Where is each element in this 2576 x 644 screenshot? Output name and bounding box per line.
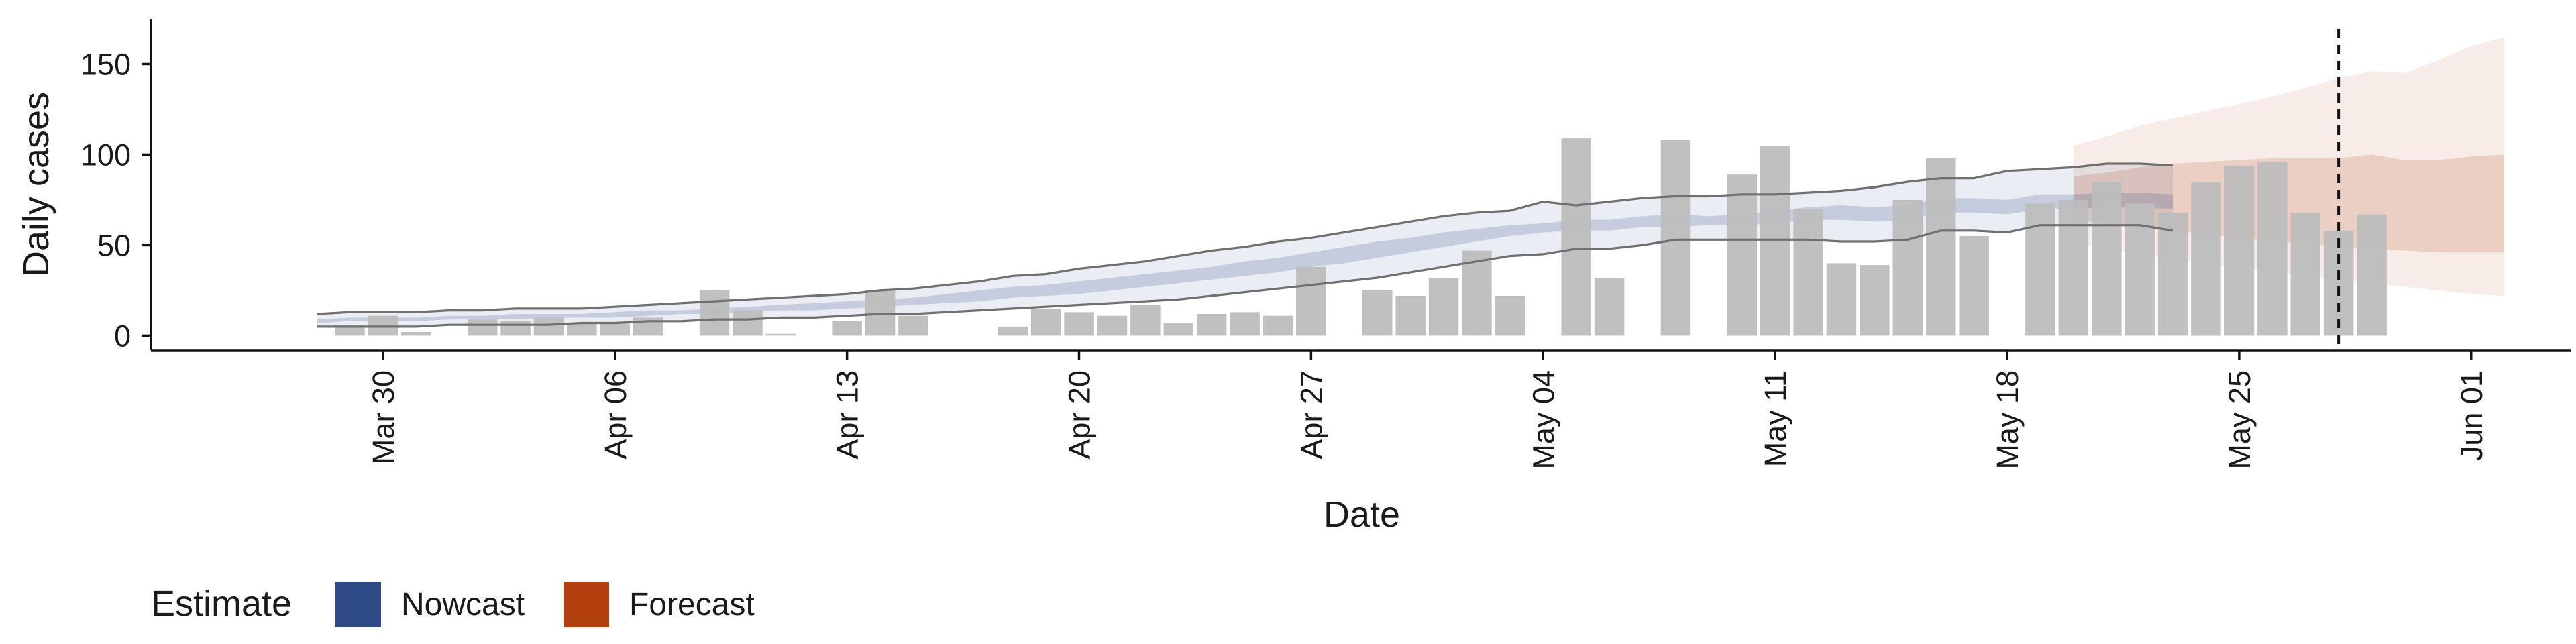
legend-swatch-forecast: [564, 582, 609, 627]
legend-title: Estimate: [151, 584, 292, 624]
y-axis-title: Daily cases: [16, 92, 56, 277]
case-bar: [1196, 314, 1227, 336]
case-bar: [2191, 182, 2221, 336]
x-tick-label: May 04: [1526, 370, 1560, 470]
x-tick-label: May 25: [2222, 370, 2257, 470]
case-bar: [467, 319, 498, 336]
case-bar: [2092, 182, 2122, 336]
case-bar: [1660, 140, 1691, 336]
case-bar: [898, 315, 928, 336]
nowcast-90-band: [317, 164, 2174, 327]
daily-case-bars: [335, 138, 2387, 336]
y-tick-label: 150: [80, 47, 131, 81]
case-bar: [533, 317, 564, 336]
nowcast-lower-line: [317, 224, 2174, 328]
axes: [150, 19, 2571, 352]
case-bar: [1860, 265, 1890, 336]
case-bar: [733, 310, 763, 336]
case-bar: [1826, 263, 1857, 336]
case-bar: [2290, 212, 2320, 336]
x-tick-label: May 11: [1758, 370, 1792, 467]
x-tick-label: Apr 13: [830, 370, 865, 460]
case-bar: [765, 333, 796, 336]
nowcast-bands: [317, 164, 2174, 327]
case-bar: [1892, 199, 1923, 336]
case-bar: [1594, 278, 1625, 336]
case-bar: [1727, 174, 1757, 336]
case-bar: [600, 323, 630, 336]
y-tick-label: 0: [114, 319, 131, 353]
legend-label-forecast: Forecast: [629, 587, 755, 623]
case-bar: [1097, 315, 1128, 336]
case-bar: [1163, 323, 1193, 336]
case-bar: [1561, 138, 1591, 336]
case-bar: [1495, 296, 1525, 336]
case-bar: [1428, 278, 1459, 336]
case-bar: [401, 332, 431, 336]
case-bar: [1230, 312, 1260, 336]
nowcast-interval-lines: [317, 162, 2174, 328]
x-axis-title: Date: [1324, 494, 1400, 535]
x-tick-label: Apr 27: [1294, 370, 1328, 460]
case-bar: [2224, 165, 2255, 336]
nowcast-50-band: [317, 193, 2174, 323]
case-bar: [1793, 209, 1823, 336]
legend: Estimate Nowcast Forecast: [151, 582, 755, 627]
case-bar: [1395, 296, 1426, 336]
case-bar: [1296, 266, 1326, 336]
case-bar: [1362, 290, 1393, 336]
case-bar: [1462, 250, 1492, 336]
case-bar: [832, 321, 862, 336]
case-bar: [998, 326, 1028, 336]
case-bar: [2025, 203, 2055, 336]
case-bar: [567, 323, 597, 336]
x-tick-label: Apr 06: [598, 370, 633, 460]
case-bar: [2125, 203, 2155, 336]
case-bar: [1959, 235, 1989, 336]
x-tick-label: Mar 30: [366, 370, 400, 464]
legend-label-nowcast: Nowcast: [401, 587, 525, 623]
case-bar: [2157, 212, 2188, 336]
y-axis-ticks: 0 50 100 150: [80, 47, 151, 353]
case-bar: [2357, 214, 2387, 336]
case-bar: [1926, 158, 1956, 336]
case-bar: [699, 290, 730, 336]
case-bar: [2257, 162, 2288, 336]
y-tick-label: 50: [97, 228, 131, 262]
nowcast-upper-line: [317, 162, 2174, 315]
case-bar: [2323, 230, 2354, 336]
legend-swatch-nowcast: [335, 582, 381, 627]
case-bar: [1030, 308, 1061, 336]
case-bar: [1130, 305, 1161, 336]
case-bar: [500, 321, 531, 336]
x-axis-ticks: Mar 30 Apr 06 Apr 13 Apr 20 Apr 27 May 04 May …: [366, 350, 2489, 470]
case-bar: [1263, 315, 1293, 336]
case-bar: [1064, 312, 1094, 336]
x-tick-label: May 18: [1990, 370, 2025, 470]
case-bar: [2058, 199, 2089, 336]
y-tick-label: 100: [80, 138, 131, 172]
x-tick-label: Apr 20: [1063, 370, 1097, 460]
x-tick-label: Jun 01: [2455, 370, 2489, 461]
